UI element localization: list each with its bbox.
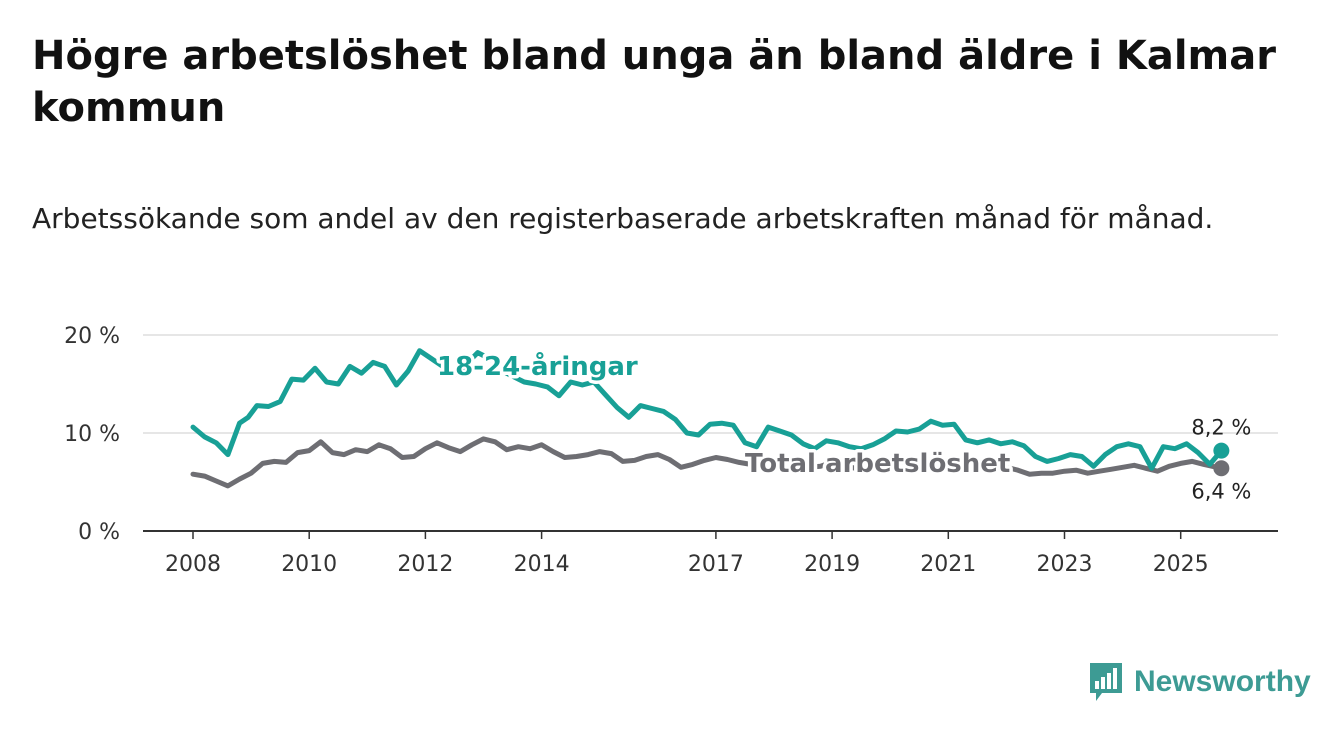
- series-end-point: [1213, 442, 1230, 459]
- series-label-youth: 18-24-åringar: [437, 350, 638, 382]
- series-lines: [190, 348, 1230, 489]
- x-axis-ticks: 2008 2010 2012 2014 2017 2019 2021 2023 2025: [165, 531, 1209, 577]
- y-tick-label: 20 %: [64, 324, 120, 349]
- x-tick-label: 2021: [920, 552, 976, 577]
- end-value-label-youth: 8,2 %: [1191, 416, 1251, 440]
- x-tick-label: 2008: [165, 552, 221, 577]
- x-tick-label: 2010: [281, 552, 337, 577]
- x-tick-label: 2012: [397, 552, 453, 577]
- x-tick-label: 2023: [1037, 552, 1093, 577]
- chart-subtitle: Arbetssökande som andel av den registerb…: [32, 202, 1214, 235]
- gridlines: [143, 334, 1278, 532]
- series-label-total: Total arbetslöshet: [745, 449, 1010, 479]
- series-end-point: [1213, 460, 1230, 477]
- end-value-label-total: 6,4 %: [1191, 479, 1251, 503]
- y-tick-label: 10 %: [64, 422, 120, 447]
- chart-title: Högre arbetslöshet bland unga än bland ä…: [32, 33, 1276, 131]
- series-labels: 18-24-åringar Total arbetslöshet 8,2 % 6,4 …: [434, 347, 1252, 504]
- y-axis-ticks: 0 % 10 % 20 %: [64, 324, 120, 545]
- newsworthy-logo-icon: [1090, 663, 1122, 701]
- series-line: [190, 436, 1224, 489]
- x-tick-label: 2017: [688, 552, 744, 577]
- newsworthy-logo: Newsworthy: [1088, 660, 1311, 704]
- x-tick-label: 2014: [514, 552, 570, 577]
- series-line: [190, 348, 1224, 471]
- brand-name: Newsworthy: [1134, 665, 1311, 698]
- x-tick-label: 2019: [804, 552, 860, 577]
- x-tick-label: 2025: [1153, 552, 1209, 577]
- y-tick-label: 0 %: [78, 520, 120, 545]
